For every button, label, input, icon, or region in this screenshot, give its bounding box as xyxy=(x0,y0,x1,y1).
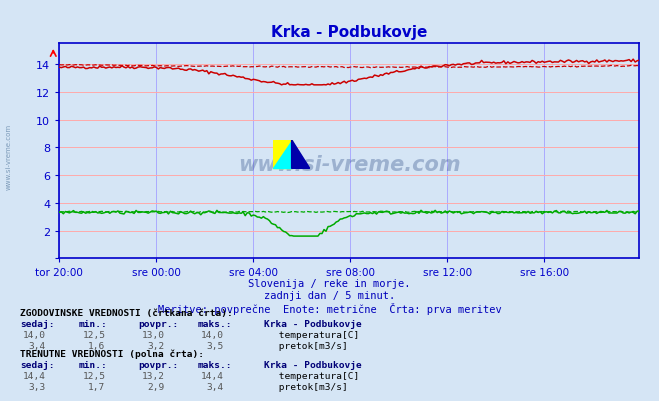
Text: temperatura[C]: temperatura[C] xyxy=(273,371,359,380)
Text: 14,4: 14,4 xyxy=(201,371,224,380)
Text: 3,2: 3,2 xyxy=(148,342,165,350)
Text: 13,2: 13,2 xyxy=(142,371,165,380)
Text: TRENUTNE VREDNOSTI (polna črta):: TRENUTNE VREDNOSTI (polna črta): xyxy=(20,348,204,358)
Text: povpr.:: povpr.: xyxy=(138,319,179,328)
Text: 3,4: 3,4 xyxy=(29,342,46,350)
Text: pretok[m3/s]: pretok[m3/s] xyxy=(273,342,347,350)
Text: 1,6: 1,6 xyxy=(88,342,105,350)
Text: Krka - Podbukovje: Krka - Podbukovje xyxy=(264,360,361,369)
Text: 2,9: 2,9 xyxy=(148,383,165,391)
Text: www.si-vreme.com: www.si-vreme.com xyxy=(238,154,461,174)
Text: 12,5: 12,5 xyxy=(82,371,105,380)
Title: Krka - Podbukovje: Krka - Podbukovje xyxy=(271,25,428,40)
Text: Krka - Podbukovje: Krka - Podbukovje xyxy=(264,319,361,328)
Text: ZGODOVINSKE VREDNOSTI (črtkana črta):: ZGODOVINSKE VREDNOSTI (črtkana črta): xyxy=(20,308,233,317)
Text: 14,4: 14,4 xyxy=(23,371,46,380)
Text: povpr.:: povpr.: xyxy=(138,360,179,369)
Text: Meritve: povprečne  Enote: metrične  Črta: prva meritev: Meritve: povprečne Enote: metrične Črta:… xyxy=(158,302,501,314)
Text: zadnji dan / 5 minut.: zadnji dan / 5 minut. xyxy=(264,290,395,300)
Text: 13,0: 13,0 xyxy=(142,330,165,339)
Text: sedaj:: sedaj: xyxy=(20,360,54,369)
Text: sedaj:: sedaj: xyxy=(20,319,54,328)
Text: 3,5: 3,5 xyxy=(207,342,224,350)
Text: 14,0: 14,0 xyxy=(23,330,46,339)
Text: Slovenija / reke in morje.: Slovenija / reke in morje. xyxy=(248,278,411,288)
Text: www.si-vreme.com: www.si-vreme.com xyxy=(5,124,12,189)
Bar xyxy=(273,140,291,169)
Text: min.:: min.: xyxy=(79,360,108,369)
Polygon shape xyxy=(273,140,291,169)
Text: 14,0: 14,0 xyxy=(201,330,224,339)
Text: maks.:: maks.: xyxy=(198,360,232,369)
Text: 1,7: 1,7 xyxy=(88,383,105,391)
Text: maks.:: maks.: xyxy=(198,319,232,328)
Text: min.:: min.: xyxy=(79,319,108,328)
Text: 3,4: 3,4 xyxy=(207,383,224,391)
Text: temperatura[C]: temperatura[C] xyxy=(273,330,359,339)
Text: pretok[m3/s]: pretok[m3/s] xyxy=(273,383,347,391)
Text: 3,3: 3,3 xyxy=(29,383,46,391)
Text: 12,5: 12,5 xyxy=(82,330,105,339)
Polygon shape xyxy=(291,140,310,169)
